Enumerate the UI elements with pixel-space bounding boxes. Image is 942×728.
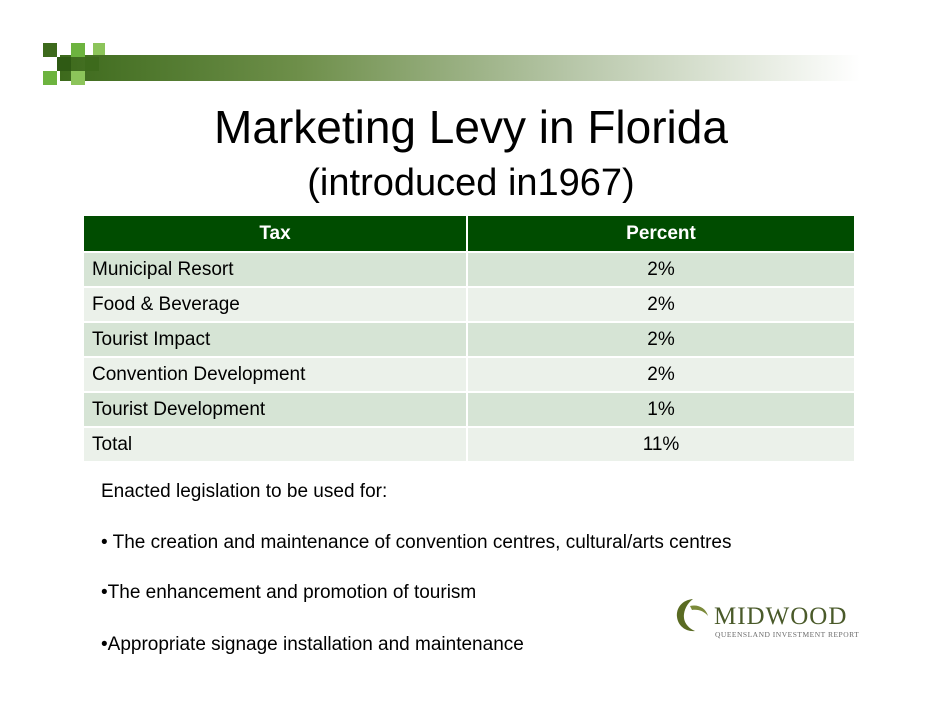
- slide-subtitle: (introduced in1967): [307, 162, 635, 204]
- header-percent: Percent: [467, 216, 854, 252]
- percent-cell: 11%: [467, 426, 854, 461]
- tax-cell: Tourist Impact: [84, 321, 468, 357]
- table-row: Tourist Development 1%: [84, 391, 854, 427]
- table-row: Convention Development 2%: [84, 356, 854, 392]
- percent-cell: 1%: [467, 391, 854, 427]
- tax-cell: Municipal Resort: [84, 251, 468, 287]
- bullet-item: • The creation and maintenance of conven…: [101, 532, 732, 553]
- checker-decoration-icon: [43, 43, 107, 93]
- tax-table: Tax Percent Municipal Resort 2% Food & B…: [84, 216, 854, 461]
- tax-cell: Tourist Development: [84, 391, 468, 427]
- table-row-total: Total 11%: [84, 426, 854, 461]
- midwood-logo: MIDWOOD QUEENSLAND INVESTMENT REPORT: [674, 596, 859, 646]
- tax-cell: Food & Beverage: [84, 286, 468, 322]
- bullet-item: •Appropriate signage installation and ma…: [101, 634, 524, 655]
- logo-tagline: QUEENSLAND INVESTMENT REPORT: [715, 630, 860, 639]
- bullet-item: •The enhancement and promotion of touris…: [101, 582, 477, 603]
- percent-cell: 2%: [467, 251, 854, 287]
- percent-cell: 2%: [467, 321, 854, 357]
- percent-cell: 2%: [467, 286, 854, 322]
- body-intro: Enacted legislation to be used for:: [101, 481, 388, 502]
- table-row: Municipal Resort 2%: [84, 251, 854, 287]
- tax-cell: Total: [84, 426, 468, 461]
- slide-title: Marketing Levy in Florida: [214, 101, 728, 153]
- percent-cell: 2%: [467, 356, 854, 392]
- header-gradient-bar: [60, 55, 860, 81]
- logo-name: MIDWOOD: [714, 603, 848, 630]
- table-row: Tourist Impact 2%: [84, 321, 854, 357]
- midwood-leaf-icon: [676, 599, 708, 632]
- table-row: Food & Beverage 2%: [84, 286, 854, 322]
- tax-cell: Convention Development: [84, 356, 468, 392]
- table-header-row: Tax Percent: [84, 216, 854, 252]
- header-tax: Tax: [84, 216, 468, 252]
